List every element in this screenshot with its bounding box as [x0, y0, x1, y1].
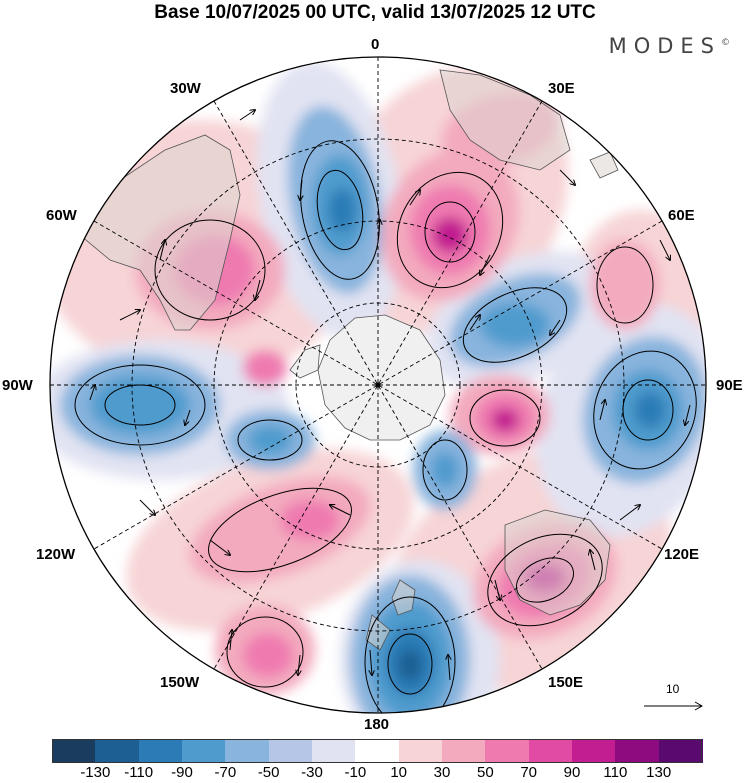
map-border [49, 56, 707, 714]
label-lon-120w: 120W [36, 546, 76, 563]
anomaly-field [50, 57, 706, 713]
graticule [50, 57, 706, 713]
colorbar-swatch [138, 739, 183, 763]
label-lon-120e: 120E [664, 546, 700, 563]
colorbar-swatch [52, 739, 96, 763]
modes-logo: MODES© [609, 34, 730, 58]
colorbar-tick-label: -130 [80, 764, 111, 781]
map-title: Base 10/07/2025 00 UTC, valid 13/07/2025… [154, 2, 596, 23]
label-lon-60w: 60W [46, 207, 77, 224]
colorbar-tick-label: -90 [171, 764, 193, 781]
colorbar-tick-label: 70 [520, 764, 537, 781]
label-lon-90w: 90W [2, 377, 33, 394]
wind-arrows [89, 110, 691, 681]
colorbar-tick-label: 30 [433, 764, 451, 781]
colorbar-swatch [95, 739, 140, 763]
colorbar-swatch [658, 739, 703, 763]
colorbar-swatch [398, 739, 443, 763]
colorbar-tick-label: -30 [301, 764, 323, 781]
continents [79, 69, 619, 651]
colorbar-swatch [485, 739, 530, 763]
label-lon-30w: 30W [170, 80, 201, 97]
colorbar-swatch [528, 739, 573, 763]
colorbar-swatch [182, 739, 226, 763]
colorbar [52, 739, 703, 763]
colorbar-tick-label: 110 [603, 764, 628, 781]
label-lon-90e: 90E [716, 377, 743, 394]
colorbar-tick-label: 130 [646, 764, 672, 781]
colorbar-tick-label: -70 [214, 764, 237, 781]
polar-map [49, 56, 707, 714]
colorbar-swatch [442, 739, 486, 763]
label-lon-0: 0 [371, 36, 380, 53]
label-lon-150w: 150W [160, 674, 200, 691]
label-lon-60e: 60E [668, 207, 695, 224]
reference-vector-arrow [644, 701, 704, 711]
colorbar-tick-label: -50 [257, 764, 280, 781]
colorbar-frame [52, 739, 702, 763]
colorbar-swatch [312, 739, 356, 763]
label-lon-180: 180 [364, 716, 390, 733]
label-lon-150e: 150E [548, 674, 584, 691]
colorbar-swatch [355, 739, 400, 763]
label-lon-30e: 30E [548, 80, 575, 97]
colorbar-swatch [268, 739, 313, 763]
colorbar-tick-label: 50 [476, 764, 494, 781]
colorbar-tick-label: 90 [563, 764, 581, 781]
copyright-mark: © [721, 38, 730, 48]
colorbar-swatch [225, 739, 270, 763]
colorbar-tick-label: 10 [390, 764, 407, 781]
south-pole-marker [375, 382, 381, 388]
reference-vector-value: 10 [666, 682, 680, 696]
reference-vector: 10 [640, 682, 710, 712]
colorbar-swatch [615, 739, 660, 763]
colorbar-tick-label: -110 [124, 764, 154, 781]
wind-streamlines [74, 140, 697, 713]
brand-name: MODES [608, 34, 721, 58]
colorbar-tick-label: -10 [344, 764, 367, 781]
antarctica [317, 314, 446, 441]
colorbar-swatch [572, 739, 616, 763]
